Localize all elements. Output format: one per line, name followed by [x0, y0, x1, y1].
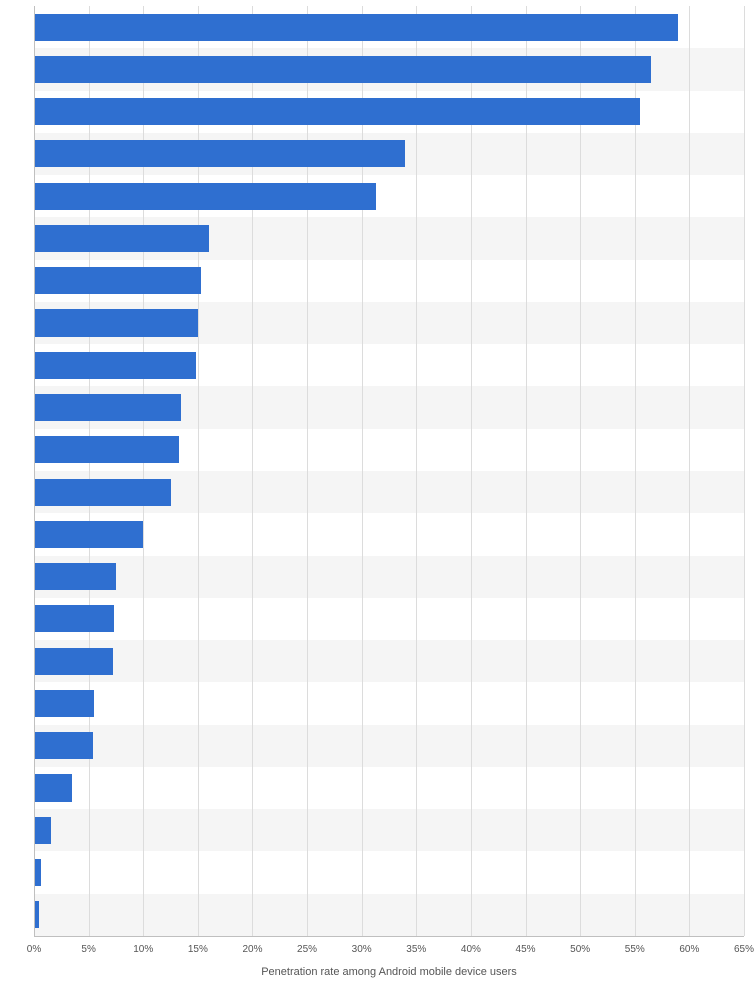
grid-line	[471, 6, 472, 936]
x-tick-label: 55%	[625, 944, 645, 955]
bar	[34, 605, 114, 632]
row-band	[34, 725, 744, 767]
row-band	[34, 894, 744, 936]
bar	[34, 225, 209, 252]
grid-line	[635, 6, 636, 936]
bar	[34, 309, 198, 336]
bar	[34, 774, 72, 801]
bar	[34, 140, 405, 167]
x-tick-label: 60%	[679, 944, 699, 955]
x-tick-label: 50%	[570, 944, 590, 955]
x-tick-label: 35%	[406, 944, 426, 955]
bar	[34, 267, 201, 294]
bar	[34, 563, 116, 590]
plot-area	[34, 6, 744, 936]
x-tick-label: 30%	[352, 944, 372, 955]
row-band	[34, 851, 744, 893]
bar	[34, 352, 196, 379]
x-tick-label: 65%	[734, 944, 754, 955]
row-band	[34, 598, 744, 640]
x-tick-label: 20%	[242, 944, 262, 955]
bar	[34, 690, 94, 717]
grid-line	[744, 6, 745, 936]
bar	[34, 479, 171, 506]
x-tick-label: 40%	[461, 944, 481, 955]
x-tick-label: 45%	[516, 944, 536, 955]
row-band	[34, 640, 744, 682]
bar	[34, 14, 678, 41]
chart-container: 0% 5% 10% 15% 20% 25% 30% 35% 40% 45% 50% 55% 60% 65%…	[0, 0, 754, 990]
grid-line	[526, 6, 527, 936]
x-tick-label: 10%	[133, 944, 153, 955]
bar	[34, 98, 640, 125]
bar	[34, 648, 113, 675]
row-band	[34, 682, 744, 724]
bar	[34, 183, 376, 210]
bar	[34, 394, 181, 421]
row-band	[34, 809, 744, 851]
bar	[34, 817, 51, 844]
x-tick-label: 5%	[81, 944, 95, 955]
bar	[34, 732, 93, 759]
y-axis-line	[34, 6, 35, 936]
bar	[34, 436, 179, 463]
row-band	[34, 556, 744, 598]
x-axis-title: Penetration rate among Android mobile de…	[261, 966, 517, 978]
x-tick-label: 0%	[27, 944, 41, 955]
grid-line	[689, 6, 690, 936]
x-tick-label: 15%	[188, 944, 208, 955]
grid-line	[580, 6, 581, 936]
bar	[34, 521, 143, 548]
grid-line	[416, 6, 417, 936]
bar	[34, 56, 651, 83]
row-band	[34, 767, 744, 809]
x-axis-line	[34, 936, 744, 937]
x-tick-label: 25%	[297, 944, 317, 955]
